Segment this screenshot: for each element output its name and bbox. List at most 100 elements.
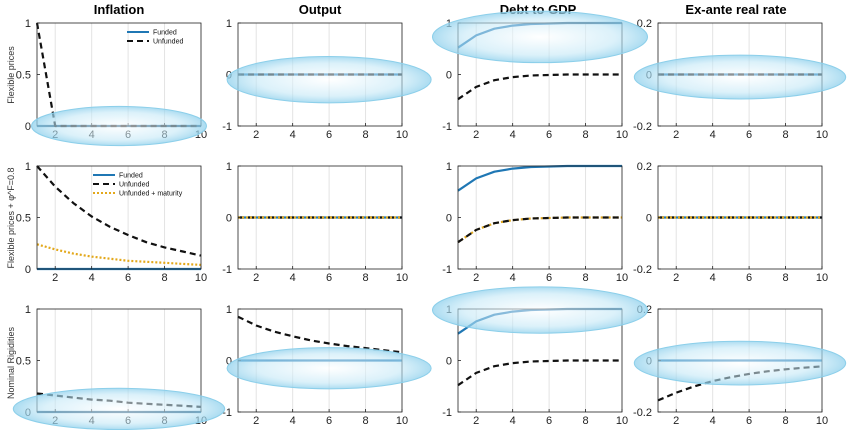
x-tick-label: 2: [253, 272, 259, 284]
highlight-ellipse: [12, 387, 226, 431]
row-label-flexible-prices-phi: Flexible prices + φ^F=0.8: [6, 167, 16, 268]
y-tick-label: 0.2: [637, 161, 652, 173]
x-tick-label: 2: [52, 272, 58, 284]
y-tick-label: -1: [222, 264, 232, 276]
x-tick-label: 10: [396, 415, 408, 427]
series-line-unfunded: [36, 165, 202, 257]
row-label-nominal-rigidities: Nominal Rigidities: [6, 326, 16, 399]
y-tick-label: -0.2: [633, 407, 652, 419]
legend-label: Unfunded: [153, 39, 183, 46]
x-tick-label: 10: [396, 129, 408, 141]
y-tick-label: 0: [646, 213, 652, 225]
x-tick-label: 6: [326, 129, 332, 141]
y-tick-label: 1: [25, 161, 31, 173]
legend-label: Funded: [153, 30, 177, 37]
y-tick-label: 1: [226, 161, 232, 173]
y-tick-label: 0: [446, 70, 452, 82]
x-tick-label: 2: [473, 129, 479, 141]
x-tick-label: 4: [710, 272, 716, 284]
highlight-ellipse: [431, 10, 649, 64]
legend-label: Unfunded: [119, 182, 149, 189]
y-tick-label: 0.5: [16, 356, 31, 368]
series-line-unfunded-maturity: [36, 243, 202, 266]
y-tick-label: 1: [25, 18, 31, 30]
panel-r1c3: 2 4 6 8 10 -0.2 0 0.2: [633, 161, 828, 284]
title-output: Output: [299, 2, 342, 17]
x-tick-label: 6: [546, 129, 552, 141]
x-tick-label: 10: [816, 272, 828, 284]
highlight-ellipse: [226, 55, 432, 104]
y-tick-label: 1: [226, 304, 232, 316]
series-line-unfunded: [237, 315, 403, 354]
highlights: [12, 10, 847, 431]
x-tick-label: 4: [290, 129, 296, 141]
panel-r1c1: 2 4 6 8 10 -1 0 1: [222, 161, 408, 284]
x-tick-label: 2: [673, 272, 679, 284]
x-tick-label: 4: [510, 415, 516, 427]
highlight-ellipse: [633, 340, 847, 386]
y-tick-label: 1: [446, 161, 452, 173]
y-tick-label: 1: [226, 18, 232, 30]
x-tick-label: 8: [362, 272, 368, 284]
x-tick-label: 2: [253, 129, 259, 141]
x-tick-label: 4: [290, 415, 296, 427]
x-tick-label: 8: [582, 415, 588, 427]
y-tick-label: 0: [226, 356, 232, 368]
y-tick-label: 0.5: [16, 213, 31, 225]
y-tick-label: 0.5: [16, 70, 31, 82]
x-tick-label: 8: [362, 129, 368, 141]
row-labels: Flexible prices Flexible prices + φ^F=0.…: [6, 46, 16, 399]
x-tick-label: 2: [473, 272, 479, 284]
row-label-flexible-prices: Flexible prices: [6, 46, 16, 104]
x-tick-label: 4: [510, 272, 516, 284]
y-tick-label: -1: [442, 264, 452, 276]
legend-r0c0: Funded Unfunded: [127, 30, 183, 46]
series-line-unfunded: [457, 359, 622, 387]
x-tick-label: 6: [746, 129, 752, 141]
title-inflation: Inflation: [94, 2, 145, 17]
x-tick-label: 6: [326, 272, 332, 284]
x-tick-label: 8: [161, 272, 167, 284]
x-tick-label: 4: [510, 129, 516, 141]
x-tick-label: 2: [673, 415, 679, 427]
highlight-ellipse: [226, 347, 432, 390]
x-tick-label: 10: [816, 415, 828, 427]
x-tick-label: 8: [782, 129, 788, 141]
x-tick-label: 10: [816, 129, 828, 141]
panel-r1c0: 2 4 6 8 10 0 0.5 1: [16, 161, 207, 284]
x-tick-label: 8: [782, 415, 788, 427]
title-ex-ante-real-rate: Ex-ante real rate: [685, 2, 786, 17]
x-tick-label: 4: [89, 272, 95, 284]
x-tick-label: 10: [396, 272, 408, 284]
x-tick-label: 4: [290, 272, 296, 284]
y-tick-label: -1: [442, 121, 452, 133]
x-tick-label: 10: [616, 415, 628, 427]
highlight-ellipse: [633, 54, 847, 100]
x-tick-label: 2: [473, 415, 479, 427]
highlight-ellipse: [431, 286, 649, 334]
legend-r1c0: Funded Unfunded Unfunded + maturity: [93, 173, 183, 198]
legends: Funded Unfunded Funded Unfunded Unfunded + m…: [93, 30, 183, 198]
x-tick-label: 8: [582, 272, 588, 284]
x-tick-label: 6: [125, 272, 131, 284]
x-tick-label: 6: [546, 415, 552, 427]
x-tick-label: 6: [746, 415, 752, 427]
y-tick-label: -1: [222, 407, 232, 419]
x-tick-label: 10: [195, 272, 207, 284]
y-tick-label: -0.2: [633, 121, 652, 133]
x-tick-label: 6: [746, 272, 752, 284]
x-tick-label: 10: [616, 129, 628, 141]
y-tick-label: 0: [446, 356, 452, 368]
y-tick-label: 0: [25, 121, 31, 133]
y-tick-label: -1: [442, 407, 452, 419]
x-tick-label: 8: [582, 129, 588, 141]
y-tick-label: -0.2: [633, 264, 652, 276]
panel-r1c2: 2 4 6 8 10 -1 0 1: [442, 161, 628, 284]
x-tick-label: 6: [326, 415, 332, 427]
column-titles: Inflation Output Debt to GDP Ex-ante rea…: [94, 2, 787, 17]
x-tick-label: 2: [673, 129, 679, 141]
x-tick-label: 2: [253, 415, 259, 427]
y-tick-label: 1: [25, 304, 31, 316]
highlight-ellipse: [31, 105, 207, 147]
x-tick-label: 8: [782, 272, 788, 284]
